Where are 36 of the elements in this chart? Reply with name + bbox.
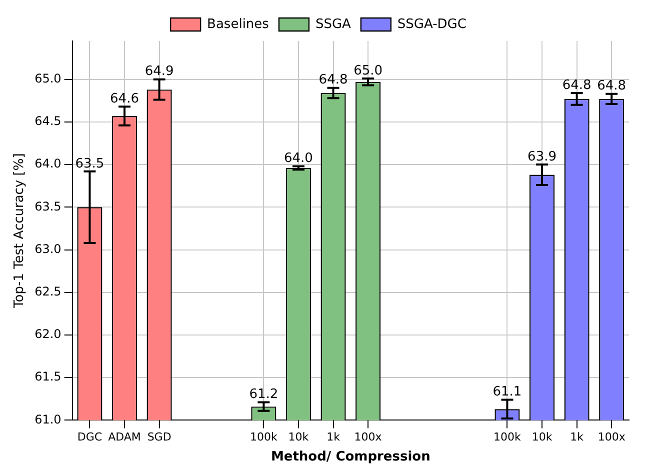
y-tick-label: 62.0 [34,327,62,342]
data-label: 61.2 [249,387,278,402]
y-tick-label: 63.0 [34,242,62,256]
data-label: 64.9 [144,64,174,80]
x-tick-label: 1k [570,430,584,444]
x-tick-label: 100k [250,430,278,444]
data-label: 63.9 [528,149,556,164]
x-tick-label: 1k [326,430,341,444]
x-tick-label: SGD [147,430,172,444]
data-label: 64.8 [562,78,592,93]
y-tick-label: 64.5 [34,114,62,128]
data-label: 64.0 [284,151,313,166]
data-label: 64.8 [318,72,348,88]
legend-label: SSGA [315,16,352,32]
y-tick-label: 61.0 [34,412,62,426]
data-label: 64.8 [597,78,626,94]
data-label: 63.5 [75,156,104,172]
y-axis-title: Top-1 Test Accuracy [%] [12,153,28,309]
x-tick-label: 100k [494,430,522,444]
y-tick-label: 61.5 [34,370,62,384]
y-tick-label: 62.5 [34,284,62,299]
legend-label: Baselines [207,16,270,32]
legend-label: SSGA-DGC [397,16,466,32]
x-tick-label: 10k [288,430,310,444]
data-label: 61.1 [492,384,522,400]
x-tick-label: 10k [532,430,553,444]
data-label: 65.0 [354,63,383,78]
x-tick-label: 100x [598,430,626,444]
x-axis-title: Method/ Compression [270,450,430,465]
x-tick-label: DGC [77,430,102,444]
x-tick-label: ADAM [108,430,141,444]
data-label: 64.6 [110,91,139,106]
y-tick-label: 65.0 [34,71,62,86]
y-tick-label: 63.5 [34,199,62,214]
y-tick-label: 64.0 [34,156,62,171]
x-tick-label: 100x [354,430,382,444]
